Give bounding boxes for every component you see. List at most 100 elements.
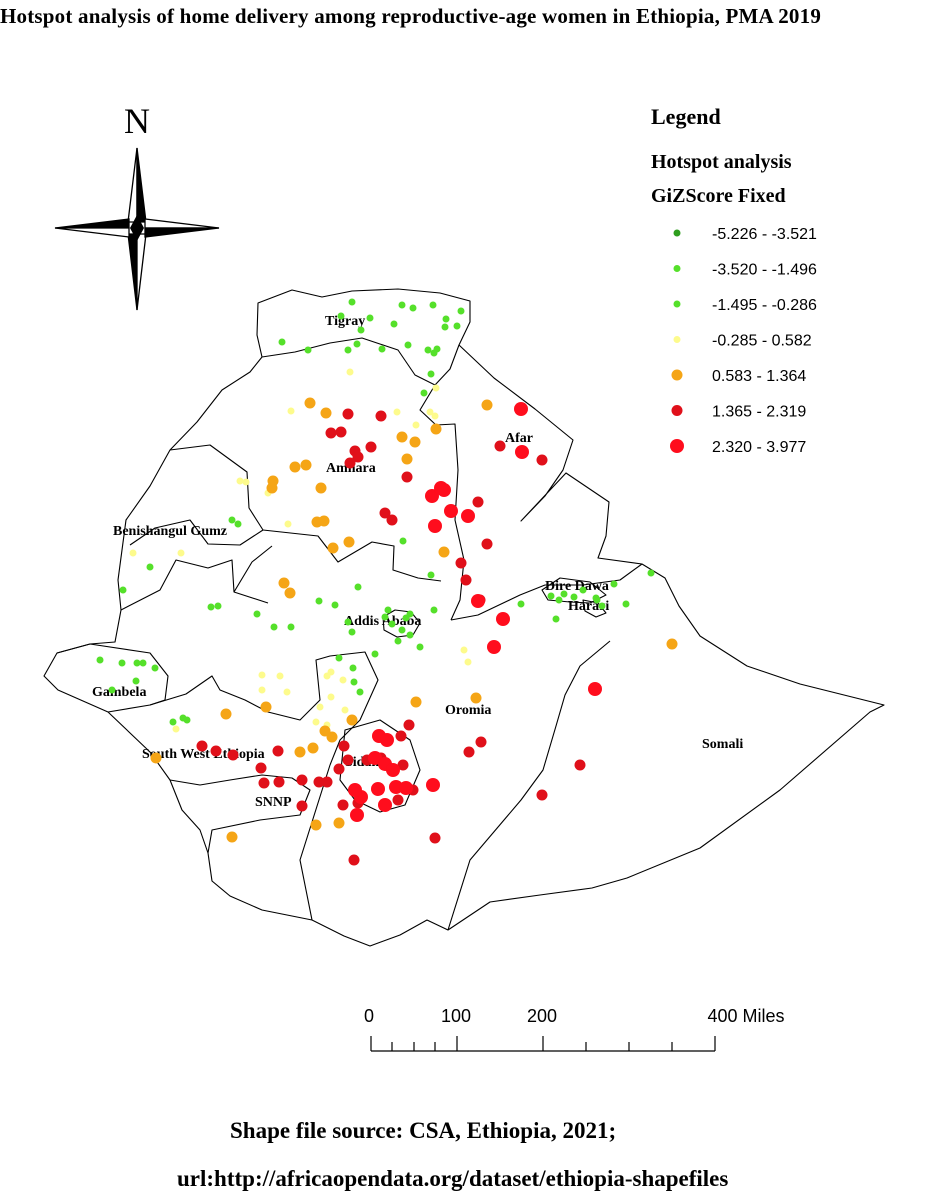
hotspot-point xyxy=(343,536,355,548)
hotspot-point xyxy=(384,606,392,614)
hotspot-point xyxy=(316,703,324,711)
hotspot-point xyxy=(555,596,563,604)
hotspot-point xyxy=(371,650,379,658)
hotspot-point xyxy=(350,678,358,686)
hotspot-point xyxy=(350,808,364,822)
legend-range-4: 0.583 - 1.364 xyxy=(712,368,806,385)
hotspot-point xyxy=(398,626,406,634)
region-labels: Tigray Afar Amhara Benishangul Gumz Dire… xyxy=(92,314,743,810)
hotspot-point xyxy=(337,312,345,320)
snnp-east-border xyxy=(299,764,331,921)
gambela-border xyxy=(56,643,169,713)
hotspot-point xyxy=(289,461,301,473)
scale-label-200: 200 xyxy=(527,1006,557,1026)
hotspot-point xyxy=(357,326,365,334)
hotspot-point xyxy=(588,682,602,696)
addis-ababa-border xyxy=(382,609,421,638)
hotspot-point xyxy=(592,594,600,602)
legend-range-5: 1.365 - 2.319 xyxy=(712,404,806,421)
hotspot-point xyxy=(227,749,239,761)
region-label-addis-ababa: Addis Ababa xyxy=(344,614,421,629)
hotspot-point xyxy=(210,745,222,757)
hotspot-point xyxy=(342,754,354,766)
ethiopia-outline xyxy=(43,288,885,947)
hotspot-point xyxy=(432,384,440,392)
scale-label-0: 0 xyxy=(364,1006,374,1026)
swe-snnp-border xyxy=(169,774,311,854)
hotspot-point xyxy=(278,577,290,589)
region-label-benishangul: Benishangul Gumz xyxy=(113,524,227,539)
hotspot-point xyxy=(380,733,394,747)
hotspot-point xyxy=(403,719,415,731)
amhara-oromia-border xyxy=(262,529,442,582)
hotspot-point xyxy=(150,752,162,764)
hotspot-point xyxy=(341,706,349,714)
hotspot-point xyxy=(428,519,442,533)
hotspot-point xyxy=(429,301,437,309)
hotspot-point xyxy=(444,504,458,518)
benishangul-oromia-border xyxy=(120,559,269,611)
hotspot-point xyxy=(304,397,316,409)
hotspot-point xyxy=(438,546,450,558)
hotspot-point xyxy=(339,676,347,684)
hotspot-point xyxy=(427,370,435,378)
hotspot-point xyxy=(344,346,352,354)
hotspot-point xyxy=(119,586,127,594)
hotspot-point xyxy=(338,740,350,752)
hotspot-point xyxy=(475,736,487,748)
hotspot-point xyxy=(327,668,335,676)
hotspot-point xyxy=(379,507,391,519)
legend: Legend Hotspot analysis GiZScore Fixed -… xyxy=(651,104,817,456)
hotspot-point xyxy=(296,774,308,786)
hotspot-point xyxy=(348,854,360,866)
hotspot-point xyxy=(320,407,332,419)
hotspot-point xyxy=(424,346,432,354)
hotspot-point xyxy=(570,593,578,601)
hotspot-point xyxy=(258,777,270,789)
hotspot-point xyxy=(272,745,284,757)
hotspot-point xyxy=(547,592,555,600)
hotspot-point xyxy=(146,563,154,571)
legend-range-2: -1.495 - -0.286 xyxy=(712,297,817,314)
hotspot-point xyxy=(276,672,284,680)
hotspot-point xyxy=(177,549,185,557)
hotspot-point xyxy=(266,482,278,494)
hotspot-point xyxy=(430,606,438,614)
south-west-ethiopia-border xyxy=(149,651,379,766)
hotspot-point xyxy=(397,759,409,771)
hotspot-point xyxy=(183,716,191,724)
region-label-gambela: Gambela xyxy=(92,685,146,700)
hotspot-point xyxy=(481,538,493,550)
hotspot-point xyxy=(337,799,349,811)
hotspot-point xyxy=(172,725,180,733)
hotspot-point xyxy=(430,423,442,435)
hotspot-point xyxy=(96,656,104,664)
hotspot-point xyxy=(129,549,137,557)
hotspot-point xyxy=(284,587,296,599)
hotspot-point xyxy=(401,453,413,465)
hotspot-point xyxy=(333,763,345,775)
hotspot-point xyxy=(278,338,286,346)
hotspot-point xyxy=(118,659,126,667)
hotspot-point xyxy=(461,509,475,523)
scale-label-100: 100 xyxy=(441,1006,471,1026)
hotspot-point xyxy=(356,688,364,696)
hotspot-point xyxy=(395,730,407,742)
hotspot-point xyxy=(366,314,374,322)
hotspot-point xyxy=(647,569,655,577)
scale-label-400-miles: 400 Miles xyxy=(707,1006,784,1026)
hotspot-point xyxy=(236,477,244,485)
hotspot-point xyxy=(453,322,461,330)
hotspot-point xyxy=(386,763,400,777)
hotspot-point xyxy=(610,580,618,588)
hotspot-point xyxy=(598,602,606,610)
hotspot-point xyxy=(409,436,421,448)
legend-field-name: GiZScore Fixed xyxy=(651,185,786,207)
hotspot-point xyxy=(294,746,306,758)
hotspot-point xyxy=(470,692,482,704)
hotspot-point xyxy=(394,637,402,645)
hotspot-point xyxy=(425,489,439,503)
hotspot-point xyxy=(427,571,435,579)
hotspot-point xyxy=(352,451,364,463)
